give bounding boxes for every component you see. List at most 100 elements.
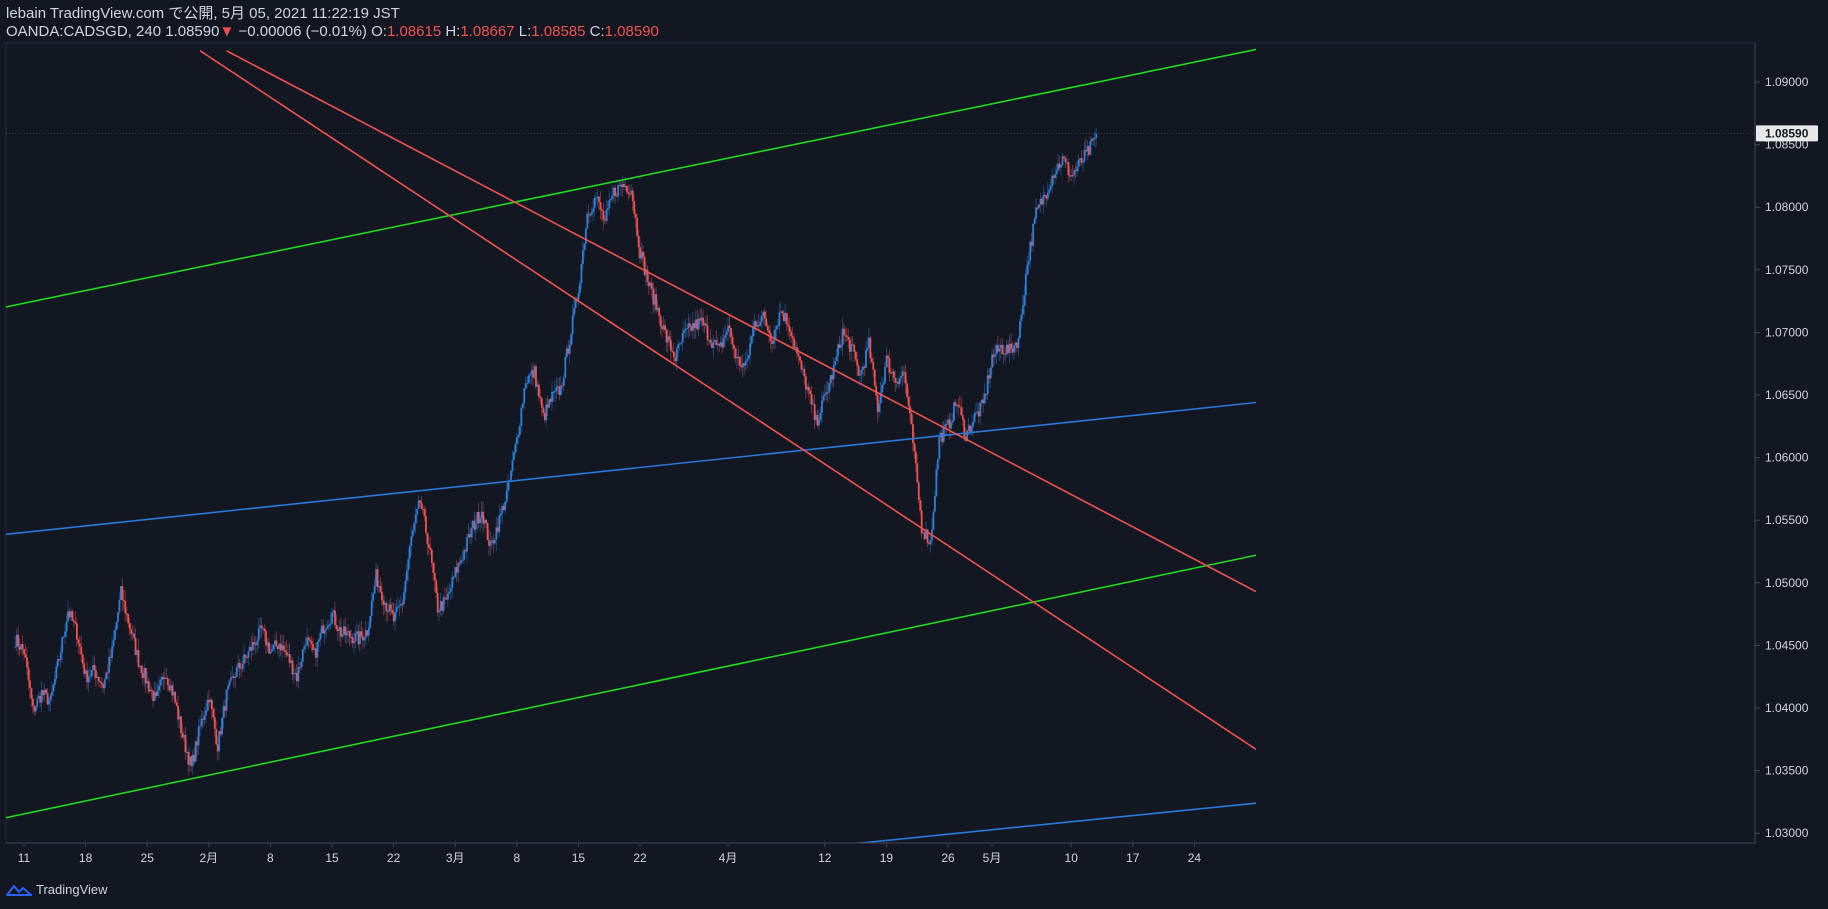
current-price-tag: 1.08590: [1756, 125, 1818, 142]
candle: [54, 670, 56, 689]
candle: [935, 464, 938, 498]
candle: [285, 640, 288, 659]
candle: [216, 736, 219, 761]
trendline-red-lower[interactable]: [199, 50, 1257, 750]
candle: [912, 415, 914, 451]
candle: [39, 691, 42, 708]
trendlines-layer[interactable]: [0, 48, 1257, 846]
candle-body: [367, 627, 370, 636]
candle: [837, 340, 839, 364]
candle: [84, 668, 87, 679]
candle-body: [385, 602, 388, 611]
candle: [623, 179, 625, 191]
candle-body: [832, 365, 835, 380]
candle-body: [945, 424, 948, 426]
candle-body: [404, 580, 407, 593]
candle: [596, 188, 599, 207]
candle-body: [568, 345, 571, 354]
candle-body: [300, 661, 303, 668]
candle: [778, 303, 781, 334]
candle: [391, 601, 394, 615]
candle-body: [975, 412, 977, 414]
trendline-green-lower[interactable]: [0, 554, 1257, 819]
candle-body: [586, 213, 589, 229]
candle: [932, 509, 935, 531]
candle-body: [1041, 198, 1043, 205]
candle: [637, 230, 640, 259]
candle-body: [859, 374, 861, 376]
candle: [976, 401, 979, 416]
plot-frame: [5, 42, 1756, 844]
candle: [83, 658, 86, 678]
candle-body: [106, 672, 109, 674]
candle-body: [507, 482, 509, 491]
candle-body: [331, 612, 333, 624]
candle: [788, 317, 791, 340]
candle-body: [928, 543, 930, 545]
candle: [284, 641, 287, 658]
candle: [476, 510, 479, 533]
candle: [813, 394, 816, 429]
candle-body: [815, 415, 817, 421]
candle: [102, 682, 105, 694]
candle: [186, 741, 188, 753]
candle-body: [920, 510, 923, 534]
candle: [366, 630, 369, 637]
candle-body: [298, 667, 301, 669]
price-chart[interactable]: 1.090001.085001.080001.075001.070001.065…: [0, 0, 1828, 880]
candle-body: [579, 283, 581, 294]
candle: [483, 516, 486, 529]
candle-body: [134, 637, 137, 655]
trendline-blue-mid[interactable]: [0, 401, 1257, 536]
candle: [218, 730, 221, 760]
candle-body: [925, 529, 927, 539]
candle: [832, 357, 835, 389]
candle-body: [414, 514, 417, 524]
price-axis[interactable]: 1.090001.085001.080001.075001.070001.065…: [1754, 43, 1809, 843]
candle-body: [472, 520, 474, 528]
chart-header: lebain TradingView.com で公開, 5月 05, 2021 …: [6, 5, 659, 41]
candle-body: [249, 646, 251, 652]
candle: [672, 342, 675, 365]
candle-body: [1042, 195, 1045, 205]
candle-body: [1068, 175, 1071, 177]
candle: [1029, 240, 1032, 269]
candle-body: [345, 631, 348, 636]
candle-body: [202, 718, 204, 720]
candle: [128, 617, 131, 636]
candle: [670, 330, 672, 362]
candle-body: [15, 634, 18, 647]
candle: [153, 681, 156, 702]
symbol-name[interactable]: OANDA:CADSGD, 240: [6, 23, 162, 40]
candle-body: [718, 343, 721, 346]
candle-body: [656, 307, 659, 311]
candle: [120, 586, 122, 601]
candle: [809, 387, 812, 404]
candle-body: [174, 691, 177, 703]
candle: [122, 590, 125, 611]
candle: [812, 399, 815, 406]
trendline-green-upper[interactable]: [0, 48, 1257, 308]
candle-body: [24, 654, 27, 658]
time-axis[interactable]: 11 18 25 2月 8 15 22 3月 8 15 22 4月 12 19 26 5月 10 17 24: [6, 842, 1755, 865]
candle: [784, 303, 787, 325]
candle: [1017, 335, 1020, 357]
trendline-blue-lower[interactable]: [834, 802, 1257, 846]
candle-body: [637, 235, 640, 248]
candle: [724, 323, 727, 346]
candle: [838, 335, 841, 349]
candle: [155, 682, 157, 699]
candle-body: [430, 549, 433, 563]
trendline-red-upper[interactable]: [226, 49, 1257, 593]
candle: [934, 490, 936, 513]
candle-body: [370, 601, 373, 616]
candle-body: [52, 684, 55, 692]
footer-brand[interactable]: TradingView: [6, 882, 108, 897]
candle-body: [535, 366, 537, 387]
candle-body: [391, 609, 394, 614]
candle-body: [706, 325, 709, 341]
candle: [521, 402, 524, 410]
candle-body: [722, 337, 725, 348]
candle-body: [614, 187, 617, 196]
candle-body: [552, 391, 555, 393]
